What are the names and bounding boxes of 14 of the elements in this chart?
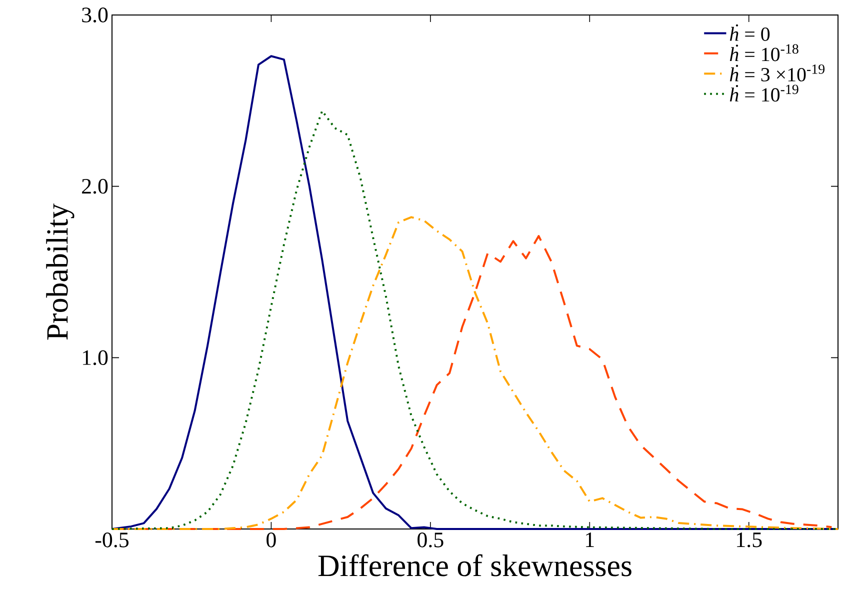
y-tick-label: 3.0 [82,8,108,22]
x-tick-label: 0 [266,532,276,548]
x-tick-label: 1 [586,532,594,547]
y-tick-label: 2.0 [82,178,108,194]
legend-label: ḣ = 10$^{-18}$ [730,44,798,62]
legend-label: ḣ = 10$^{-19}$ [730,84,798,102]
y-axis-title: Probability [46,203,74,340]
legend-label: ḣ = 0 [730,24,770,41]
x-tick-label: -0.5 [95,532,128,548]
y-tick-label: 1.0 [83,350,108,366]
x-tick-label: 1.5 [737,532,762,548]
x-axis-title: Difference of skewnesses [318,554,632,576]
legend-label: ḣ = 3 ×10$^{-19}$ [730,64,825,82]
x-tick-label: 0.5 [418,532,444,548]
